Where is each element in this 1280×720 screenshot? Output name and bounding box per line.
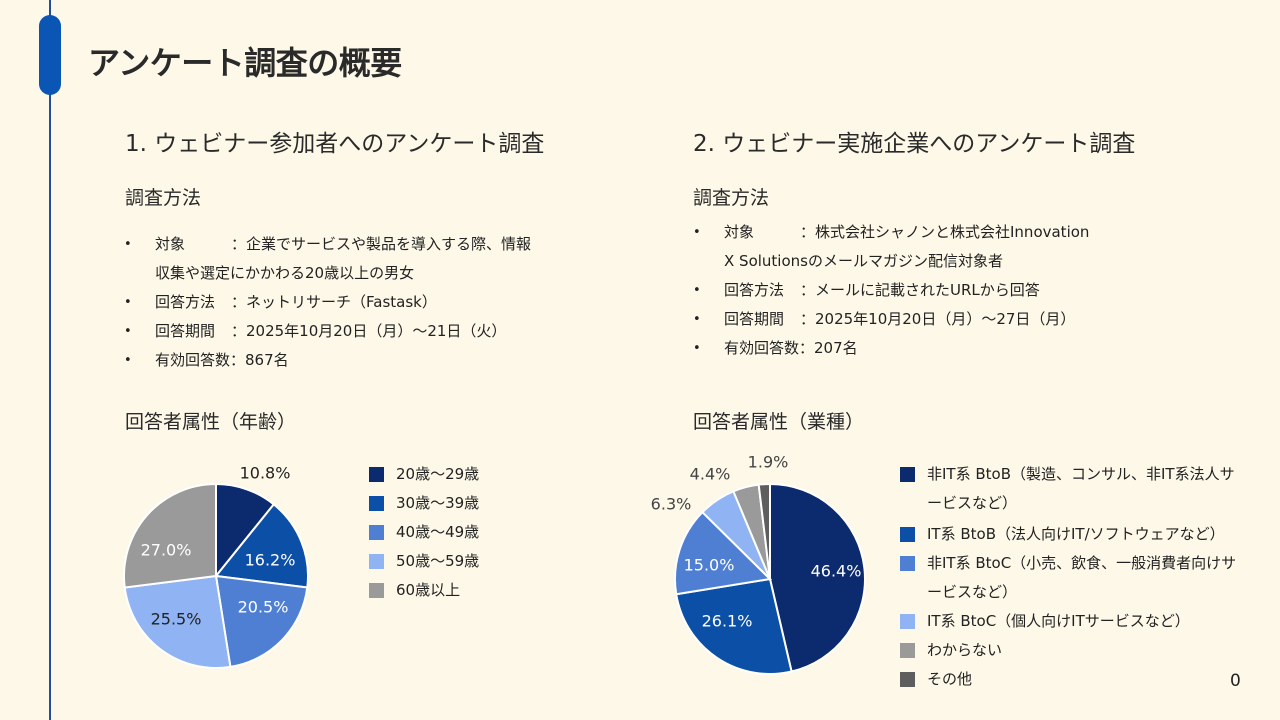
list-item: 回答期間 ：2025年10月20日（月）～21日（火）	[124, 317, 564, 346]
legend-entry: 60歳以上	[369, 576, 460, 605]
left-method-heading: 調査方法	[125, 187, 202, 209]
item-label: 対象	[155, 235, 186, 253]
legend-swatch	[369, 467, 384, 482]
left-attr-heading: 回答者属性（年齢）	[125, 411, 297, 433]
pie-slice-2	[675, 577, 793, 675]
right-method-heading: 調査方法	[693, 187, 770, 209]
right-section-title: 2. ウェビナー実施企業へのアンケート調査	[693, 131, 1136, 157]
legend-swatch	[900, 614, 915, 629]
pie-data-label: 4.4%	[690, 465, 731, 484]
left-section-title: 1. ウェビナー参加者へのアンケート調査	[125, 131, 545, 157]
pie-slice-3	[214, 574, 309, 669]
pie-slice-6	[757, 482, 771, 580]
item-value: ：2025年10月20日（月）～27日（月）	[800, 310, 1076, 328]
pie-data-label: 6.3%	[651, 495, 692, 514]
item-label: 回答期間	[155, 322, 216, 340]
legend-swatch	[900, 527, 915, 542]
list-item: 回答期間 ：2025年10月20日（月）～27日（月）	[693, 305, 1133, 334]
item-value: ：企業でサービスや製品を導入する際、情報 収集や選定にかかわる20歳以上の男女	[155, 235, 532, 282]
pie-slice-5	[123, 482, 217, 589]
list-item: 対象：企業でサービスや製品を導入する際、情報 収集や選定にかかわる20歳以上の男…	[124, 230, 564, 288]
legend-entry: IT系 BtoC（個人向けITサービスなど）	[900, 607, 1190, 636]
legend-entry: 40歳～49歳	[369, 518, 479, 547]
legend-entry: その他	[900, 665, 972, 694]
legend-swatch	[369, 554, 384, 569]
pie-slice-3	[674, 510, 773, 596]
pie-slice-4	[123, 574, 232, 669]
legend-label: IT系 BtoC（個人向けITサービスなど）	[927, 612, 1190, 630]
legend-swatch	[900, 643, 915, 658]
legend-label: 非IT系 BtoC（小売、飲食、一般消費者向けサ ービスなど）	[927, 554, 1237, 601]
legend-label: 40歳～49歳	[396, 523, 480, 541]
pie-slice-2	[214, 502, 309, 589]
right-attr-heading: 回答者属性（業種）	[693, 411, 865, 433]
item-value: ：2025年10月20日（月）～21日（火）	[231, 322, 507, 340]
item-value: ：ネットリサーチ（Fastask）	[231, 293, 437, 311]
legend-swatch	[900, 556, 915, 571]
item-value: ：メールに記載されたURLから回答	[800, 281, 1040, 299]
legend-label: その他	[927, 670, 973, 688]
pie-data-label: 16.2%	[245, 551, 296, 570]
legend-entry: 30歳～39歳	[369, 489, 479, 518]
list-item: 回答方法 ：ネットリサーチ（Fastask）	[124, 288, 564, 317]
legend-entry: 50歳～59歳	[369, 547, 479, 576]
item-label: 回答期間	[724, 310, 785, 328]
legend-swatch	[369, 583, 384, 598]
accent-pill	[39, 15, 61, 95]
pie-data-label: 27.0%	[141, 541, 192, 560]
item-value: ：株式会社シャノンと株式会社Innovation X Solutionsのメール…	[724, 223, 1090, 270]
legend-label: 20歳～29歳	[396, 465, 480, 483]
item-label: 対象	[724, 223, 755, 241]
pie-slice-1	[769, 482, 866, 673]
legend-entry: わからない	[900, 636, 1002, 665]
item-value: 有効回答数：207名	[724, 339, 858, 357]
legend-swatch	[900, 467, 915, 482]
pie-data-label: 20.5%	[238, 598, 289, 617]
accent-line	[49, 0, 51, 720]
legend-label: わからない	[927, 641, 1003, 659]
pie-data-label: 15.0%	[684, 556, 735, 575]
list-item: 有効回答数：867名	[124, 346, 564, 375]
legend-swatch	[900, 672, 915, 687]
legend-entry: 20歳～29歳	[369, 460, 479, 489]
right-method-list: 対象：株式会社シャノンと株式会社Innovation X Solutionsのメ…	[693, 218, 1133, 363]
list-item: 対象：株式会社シャノンと株式会社Innovation X Solutionsのメ…	[693, 218, 1133, 276]
legend-swatch	[369, 525, 384, 540]
item-label: 回答方法	[155, 293, 216, 311]
pie-data-label: 46.4%	[811, 562, 862, 581]
list-item: 回答方法 ：メールに記載されたURLから回答	[693, 276, 1133, 305]
legend-entry: 非IT系 BtoC（小売、飲食、一般消費者向けサ ービスなど）	[900, 549, 1236, 607]
pie-data-label: 25.5%	[151, 610, 202, 629]
item-value: 有効回答数：867名	[155, 351, 289, 369]
legend-entry: 非IT系 BtoB（製造、コンサル、非IT系法人サ ービスなど）	[900, 460, 1235, 518]
list-item: 有効回答数：207名	[693, 334, 1133, 363]
legend-label: 50歳～59歳	[396, 552, 480, 570]
legend-label: 60歳以上	[396, 581, 461, 599]
legend-label: 非IT系 BtoB（製造、コンサル、非IT系法人サ ービスなど）	[927, 465, 1235, 512]
pie-data-label: 10.8%	[240, 464, 291, 483]
left-method-list: 対象：企業でサービスや製品を導入する際、情報 収集や選定にかかわる20歳以上の男…	[124, 230, 564, 375]
legend-label: IT系 BtoB（法人向けIT/ソフトウェアなど）	[927, 525, 1225, 543]
item-label: 回答方法	[724, 281, 785, 299]
page-title: アンケート調査の概要	[88, 44, 402, 82]
pie-data-label: 26.1%	[702, 612, 753, 631]
pie-data-label: 1.9%	[748, 453, 789, 472]
legend-swatch	[369, 496, 384, 511]
legend-entry: IT系 BtoB（法人向けIT/ソフトウェアなど）	[900, 520, 1225, 549]
legend-label: 30歳～39歳	[396, 494, 480, 512]
page-number: 0	[1230, 671, 1241, 691]
